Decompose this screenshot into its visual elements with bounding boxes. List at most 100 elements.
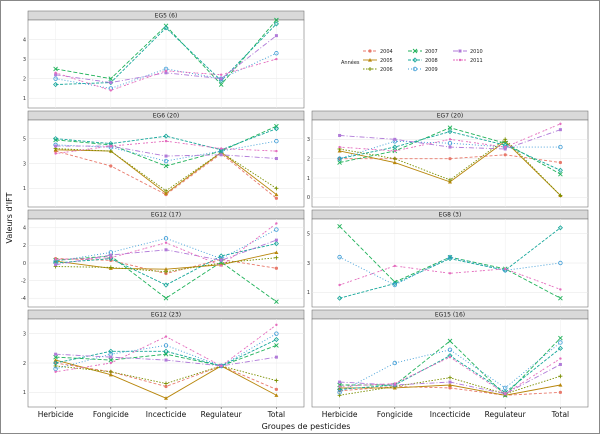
data-point — [164, 269, 168, 274]
data-point — [448, 380, 452, 384]
data-point — [108, 357, 114, 363]
data-point — [558, 160, 563, 165]
panel-title: EG5 (6) — [155, 13, 178, 20]
data-point — [219, 77, 223, 81]
x-tick-label: Herbicide — [322, 410, 358, 419]
data-point — [558, 340, 563, 345]
data-point — [109, 361, 113, 365]
data-point — [164, 384, 168, 389]
y-tick-label: 2 — [23, 361, 26, 367]
data-point — [274, 393, 279, 397]
series-2006 — [337, 137, 563, 198]
series-line — [339, 337, 561, 396]
data-point — [274, 238, 278, 242]
series-line — [339, 131, 561, 171]
data-point — [558, 144, 563, 150]
y-tick-label: 1 — [23, 186, 26, 192]
data-point — [54, 263, 58, 267]
data-point — [274, 378, 279, 383]
data-point — [274, 266, 278, 270]
data-point — [164, 358, 168, 362]
legend-marker — [458, 49, 462, 53]
legend-marker — [368, 67, 372, 71]
legend-label: 2005 — [380, 58, 393, 64]
legend-title: Années — [341, 59, 360, 66]
legend-label: 2009 — [425, 67, 438, 73]
y-tick-label: 1 — [23, 96, 26, 102]
y-tick-label: 3 — [307, 137, 310, 143]
data-point — [447, 125, 453, 131]
series-2011 — [54, 57, 278, 92]
data-point — [164, 154, 168, 158]
data-point — [338, 385, 341, 388]
data-point — [338, 283, 341, 287]
data-point — [448, 138, 452, 141]
legend-marker — [412, 66, 418, 72]
y-tick-label: 3 — [23, 161, 26, 167]
data-point — [274, 51, 279, 56]
x-tick-label: Total — [267, 410, 286, 419]
data-point — [558, 128, 562, 132]
x-tick-label: Fongicide — [93, 410, 129, 419]
data-point — [274, 331, 279, 336]
panel-title: EG12 (17) — [151, 212, 181, 219]
data-point — [392, 280, 398, 287]
data-point — [220, 147, 223, 150]
data-point — [163, 351, 169, 357]
data-point — [53, 76, 58, 81]
data-point — [108, 149, 113, 154]
legend-item-2005: 2005 — [363, 58, 393, 64]
legend-item-2006: 2006 — [363, 67, 393, 73]
x-axis: Herbicide Fongicide Incecticide Regulateur T… — [38, 407, 569, 419]
data-point — [392, 282, 397, 288]
data-point — [447, 347, 453, 352]
series-2009 — [337, 340, 563, 395]
data-point — [559, 288, 562, 291]
data-point — [163, 133, 169, 139]
series-2010 — [54, 34, 278, 85]
data-point — [163, 282, 169, 288]
data-point — [163, 25, 169, 31]
legend-label: 2011 — [470, 58, 483, 64]
data-point — [503, 137, 508, 142]
x-tick-label: Total — [551, 410, 570, 419]
data-point — [54, 71, 57, 75]
legend-item-2008: 2008 — [408, 57, 438, 64]
data-point — [273, 241, 279, 247]
data-point — [557, 167, 563, 173]
data-point — [337, 386, 343, 392]
data-point — [219, 258, 223, 262]
panel: EG15 (16) — [311, 309, 589, 408]
panel: EG6 (20) 1 3 5 — [23, 110, 305, 208]
series-line — [55, 255, 277, 303]
data-point — [558, 335, 563, 341]
data-point — [274, 227, 279, 232]
data-point — [274, 250, 279, 255]
data-point — [220, 264, 223, 267]
data-point — [448, 177, 452, 182]
data-point — [558, 390, 563, 394]
data-point — [273, 21, 279, 27]
series-2011 — [338, 355, 562, 395]
data-point — [504, 145, 507, 149]
data-point — [557, 345, 563, 351]
legend-label: 2007 — [425, 49, 438, 55]
data-point — [274, 343, 279, 348]
data-point — [448, 375, 452, 380]
y-tick-label: 2 — [23, 243, 26, 249]
series-line — [55, 140, 277, 162]
series-line — [339, 256, 561, 286]
y-tick-label: 1 — [307, 290, 310, 296]
data-point — [53, 358, 58, 362]
series-line — [55, 257, 277, 273]
data-point — [274, 17, 279, 23]
series-2011 — [338, 122, 562, 153]
x-tick-label: Fongicide — [377, 410, 413, 419]
data-point — [108, 256, 114, 262]
data-point — [108, 76, 114, 81]
data-point — [558, 260, 563, 266]
data-point — [558, 193, 563, 198]
panel-title: EG12 (23) — [151, 312, 181, 319]
data-point — [558, 362, 562, 366]
y-tick-label: 0 — [307, 195, 310, 201]
